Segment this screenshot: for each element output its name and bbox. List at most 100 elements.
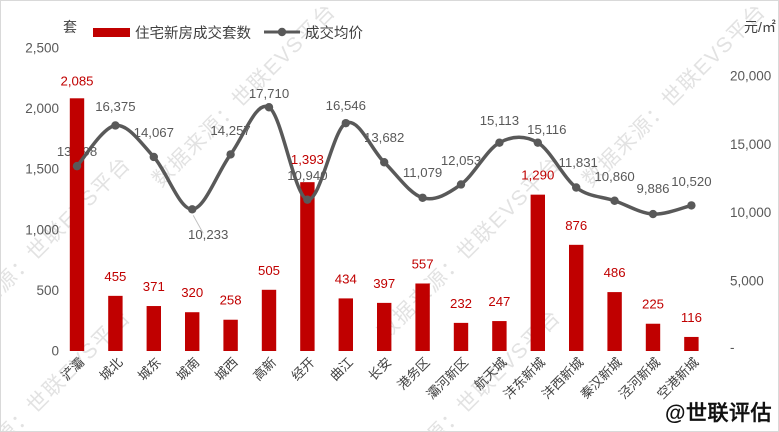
category-label: 城南 [173,355,202,384]
bar-data-label: 557 [412,256,434,271]
line-point-marker [380,158,389,167]
left-axis-tick: 500 [36,283,59,298]
line-data-label: 16,375 [95,99,135,114]
bar-data-label: 486 [604,265,626,280]
bar-series-legend-label: 住宅新房成交套数 [135,25,251,42]
line-data-label: 9,886 [636,181,669,196]
bar-data-label: 397 [373,276,395,291]
category-label: 曲江 [327,355,356,384]
bar-series-swatch-icon [93,27,130,37]
bar [377,302,392,351]
bar [185,312,200,351]
line-data-label: 15,113 [480,113,519,128]
left-axis-tick: 1,000 [25,222,59,237]
bar [607,292,622,351]
line-point-marker [149,152,158,162]
right-axis-tick: 5,000 [730,273,764,288]
bar [69,98,85,351]
left-axis-tick: 2,000 [25,101,59,116]
line-data-label: 10,860 [594,169,634,184]
left-axis-tick: 2,500 [25,41,59,56]
right-axis-tick: 10,000 [730,205,771,220]
bar-data-label: 247 [488,294,510,309]
line-data-label: 10,520 [671,174,711,189]
line-point-marker [303,195,312,204]
line-point-marker [495,138,504,147]
bar [223,319,238,351]
bar-data-label: 505 [258,263,280,278]
bar-data-label: 320 [181,285,203,300]
bar [530,194,545,351]
line-point-marker [533,138,542,147]
line-data-label: 16,546 [326,98,366,113]
category-label: 泾河新城 [616,355,663,402]
category-label: 长安 [365,355,394,384]
line-point-marker [456,180,466,189]
bar [415,283,430,351]
legend: 住宅新房成交套数 成交均价 [93,23,375,42]
right-axis-tick: 15,000 [730,137,771,152]
line-data-label: 11,831 [559,155,598,170]
bar [645,323,661,351]
category-label: 秦汉新城 [577,355,624,402]
line-series-legend-label: 成交均价 [305,25,363,42]
line-point-marker [572,183,581,192]
left-axis-tick: 0 [51,344,59,359]
watermark-text: 数据来源：世联EVS平台 [578,1,770,192]
right-axis-zero-tick: - [730,340,735,355]
left-axis-tick: 1,500 [25,162,59,177]
line-point-marker [687,201,696,210]
bar-data-label: 1,393 [291,152,324,167]
bar [453,322,469,351]
line-data-label: 13,682 [364,130,404,145]
line-data-label: 14,067 [134,125,174,140]
line-series-swatch-icon [264,27,300,37]
right-axis-unit: 元/㎡ [744,19,776,35]
bar [261,289,277,351]
brand-watermark: @世联评估 [665,402,772,425]
bar-data-label: 225 [642,297,664,312]
category-label: 城东 [135,355,164,384]
line-point-marker [610,196,619,205]
bar [108,295,123,351]
bar-data-label: 455 [104,269,126,284]
right-axis-tick: 20,000 [730,69,771,84]
category-label: 空港新城 [654,355,701,402]
bar [569,244,584,351]
line-point-marker [264,103,274,112]
category-label: 沣西新城 [539,355,586,402]
bar-data-label: 232 [450,296,472,311]
bar [300,182,315,351]
bar-data-label: 116 [681,310,702,325]
bar-data-label: 876 [565,218,587,233]
left-axis-unit: 套 [63,19,77,35]
bar-data-label: 2,085 [60,73,93,88]
bar [492,321,507,351]
line-data-label: 17,710 [249,86,289,101]
line-data-label: 12,053 [441,153,481,168]
bar [338,298,353,351]
category-label: 高新 [250,355,279,384]
bar-data-label: 1,290 [521,168,554,183]
label-leader-line [192,215,204,234]
bar-data-label: 258 [220,293,242,308]
bar-data-label: 371 [143,279,165,294]
line-data-label: 15,116 [527,122,566,137]
line-point-marker [226,150,235,159]
line-data-label: 14,257 [210,123,250,138]
line-point-marker [188,205,197,214]
bar [146,306,161,351]
bar-data-label: 434 [335,271,357,286]
line-data-label: 10,233 [188,227,228,242]
category-label: 经开 [289,355,318,384]
line-data-label: 11,079 [403,165,442,180]
category-label: 城北 [97,355,126,384]
category-label: 城西 [212,355,241,384]
line-point-marker [111,121,120,130]
line-point-marker [72,161,82,171]
bar [684,336,699,351]
line-point-marker [418,193,427,202]
line-point-marker [341,118,350,128]
